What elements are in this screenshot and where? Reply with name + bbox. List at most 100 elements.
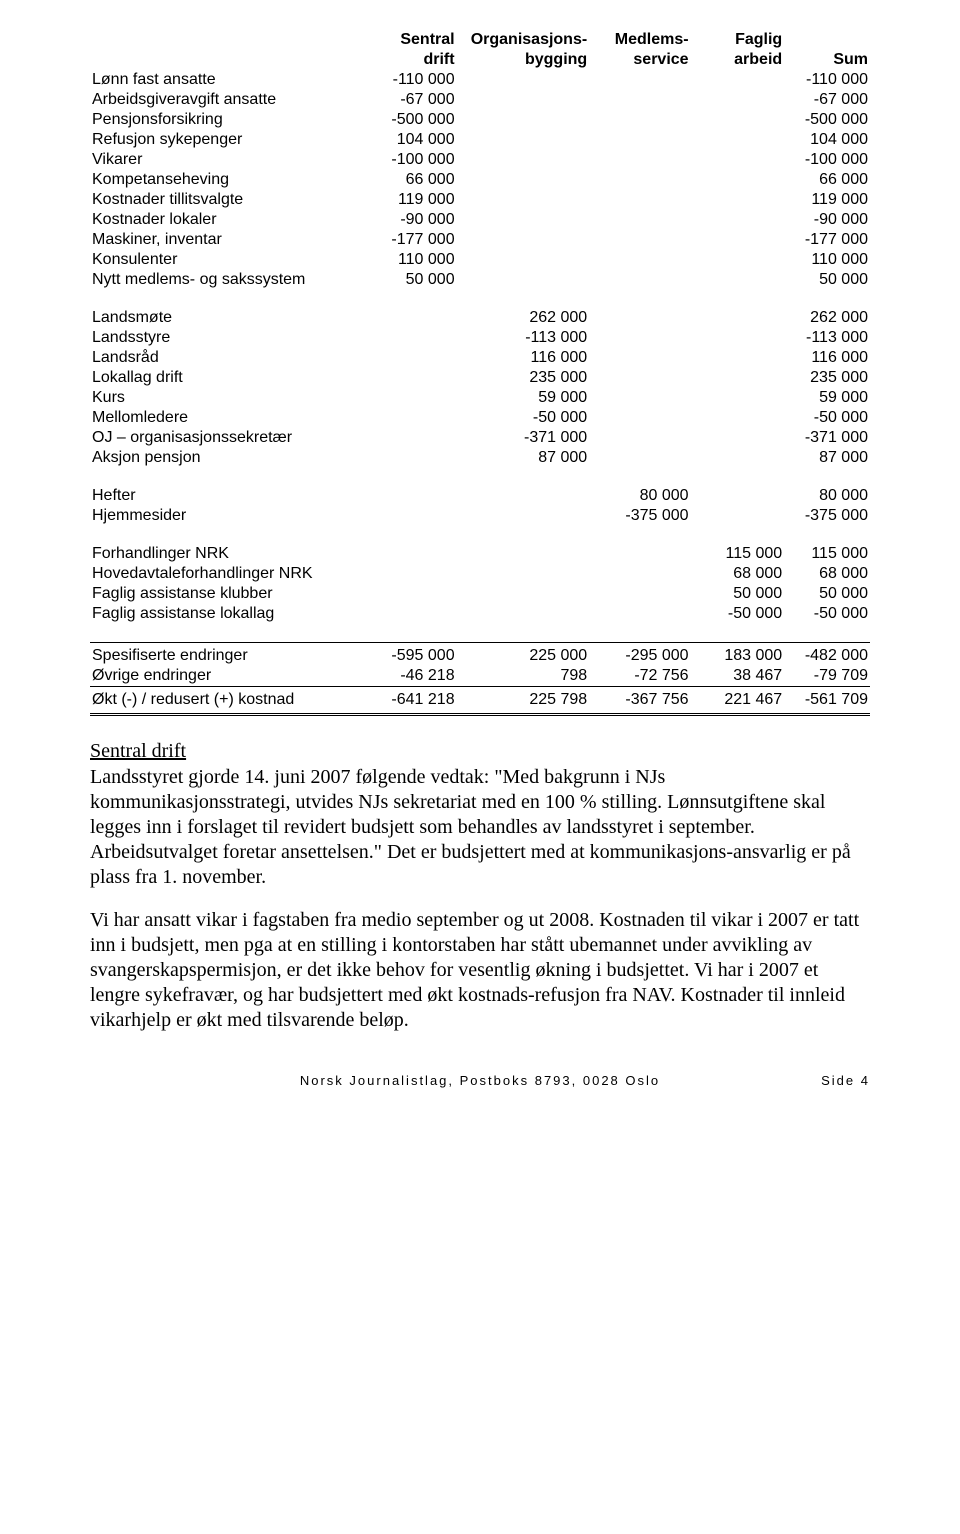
cell-org — [457, 270, 590, 290]
cell-medlems — [589, 584, 690, 604]
cell-sum: 235 000 — [784, 368, 870, 388]
cell-sentral: -100 000 — [355, 150, 456, 170]
cell-faglig — [691, 130, 785, 150]
cell-medlems — [589, 388, 690, 408]
cell-faglig — [691, 448, 785, 468]
cell-sentral — [355, 448, 456, 468]
cell-faglig — [691, 170, 785, 190]
col-header-sentral-1: Sentral — [355, 30, 456, 50]
table-row: Forhandlinger NRK115 000115 000 — [90, 544, 870, 564]
row-label: Faglig assistanse klubber — [90, 584, 355, 604]
table-row: Konsulenter110 000110 000 — [90, 250, 870, 270]
col-header-org-2: bygging — [457, 50, 590, 70]
table-row: Kostnader tillitsvalgte119 000119 000 — [90, 190, 870, 210]
row-label: Refusjon sykepenger — [90, 130, 355, 150]
cell-faglig: 183 000 — [691, 643, 785, 667]
table-row: Spesifiserte endringer-595 000225 000-29… — [90, 643, 870, 667]
cell-sentral: 66 000 — [355, 170, 456, 190]
col-header-faglig-1: Faglig — [691, 30, 785, 50]
cell-sum: -482 000 — [784, 643, 870, 667]
table-row: Aksjon pensjon87 00087 000 — [90, 448, 870, 468]
cell-sum: 116 000 — [784, 348, 870, 368]
table-row: OJ – organisasjonssekretær-371 000-371 0… — [90, 428, 870, 448]
cell-sum: 50 000 — [784, 270, 870, 290]
table-row: Lokallag drift 235 000 235 000 — [90, 368, 870, 388]
cell-sum: -177 000 — [784, 230, 870, 250]
cell-faglig — [691, 190, 785, 210]
cell-sentral: -177 000 — [355, 230, 456, 250]
cell-medlems — [589, 70, 690, 90]
cell-sentral — [355, 584, 456, 604]
row-label: Konsulenter — [90, 250, 355, 270]
cell-org: 235 000 — [457, 368, 590, 388]
row-label: Nytt medlems- og sakssystem — [90, 270, 355, 290]
cell-faglig: -50 000 — [691, 604, 785, 624]
cell-org: 225 000 — [457, 643, 590, 667]
cell-sum: -375 000 — [784, 506, 870, 526]
spacer-row — [90, 624, 870, 643]
cell-faglig — [691, 368, 785, 388]
document-page: Sentral Organisasjons- Medlems- Faglig d… — [0, 0, 960, 1128]
row-label: OJ – organisasjonssekretær — [90, 428, 355, 448]
cell-medlems — [589, 190, 690, 210]
table-row: Pensjonsforsikring-500 000-500 000 — [90, 110, 870, 130]
row-label: Faglig assistanse lokallag — [90, 604, 355, 624]
cell-medlems — [589, 448, 690, 468]
cell-org — [457, 150, 590, 170]
cell-sentral: -641 218 — [355, 687, 456, 715]
cell-org — [457, 564, 590, 584]
cell-medlems — [589, 408, 690, 428]
cell-org — [457, 584, 590, 604]
cell-faglig — [691, 328, 785, 348]
cell-sum: 80 000 — [784, 486, 870, 506]
cell-sentral — [355, 308, 456, 328]
cell-faglig: 68 000 — [691, 564, 785, 584]
cell-org — [457, 486, 590, 506]
cell-sum: 119 000 — [784, 190, 870, 210]
cell-org — [457, 230, 590, 250]
paragraph-1: Landsstyret gjorde 14. juni 2007 følgend… — [90, 765, 870, 890]
cell-org — [457, 604, 590, 624]
table-row: Hovedavtaleforhandlinger NRK68 00068 000 — [90, 564, 870, 584]
cell-faglig — [691, 70, 785, 90]
table-row: Refusjon sykepenger104 000104 000 — [90, 130, 870, 150]
table-row: Hefter80 00080 000 — [90, 486, 870, 506]
cell-org: 262 000 — [457, 308, 590, 328]
row-label: Hefter — [90, 486, 355, 506]
cell-sentral — [355, 368, 456, 388]
row-label: Lokallag drift — [90, 368, 355, 388]
table-row: Øvrige endringer-46 218798-72 75638 467-… — [90, 666, 870, 687]
col-header-sentral-2: drift — [355, 50, 456, 70]
cell-faglig — [691, 348, 785, 368]
cell-faglig — [691, 506, 785, 526]
cell-org — [457, 544, 590, 564]
row-label: Kompetanseheving — [90, 170, 355, 190]
cell-sum: -500 000 — [784, 110, 870, 130]
cell-sum: -79 709 — [784, 666, 870, 687]
cell-faglig — [691, 308, 785, 328]
cell-sentral: -110 000 — [355, 70, 456, 90]
col-header-org-1: Organisasjons- — [457, 30, 590, 50]
cell-sentral — [355, 564, 456, 584]
table-row: Nytt medlems- og sakssystem50 00050 000 — [90, 270, 870, 290]
cell-medlems — [589, 564, 690, 584]
row-label: Øvrige endringer — [90, 666, 355, 687]
row-label: Landsråd — [90, 348, 355, 368]
spacer-row — [90, 526, 870, 544]
cell-faglig: 115 000 — [691, 544, 785, 564]
cell-sum: -50 000 — [784, 604, 870, 624]
cell-medlems — [589, 210, 690, 230]
footer-page-number: Side 4 — [821, 1073, 870, 1088]
cell-sum: -113 000 — [784, 328, 870, 348]
col-header-faglig-2: arbeid — [691, 50, 785, 70]
cell-org: 59 000 — [457, 388, 590, 408]
cell-org: 798 — [457, 666, 590, 687]
cell-medlems — [589, 270, 690, 290]
cell-org: 225 798 — [457, 687, 590, 715]
cell-sum: -67 000 — [784, 90, 870, 110]
row-label: Landsstyre — [90, 328, 355, 348]
cell-medlems — [589, 368, 690, 388]
row-label: Forhandlinger NRK — [90, 544, 355, 564]
cell-faglig: 50 000 — [691, 584, 785, 604]
table-row: Kurs59 00059 000 — [90, 388, 870, 408]
